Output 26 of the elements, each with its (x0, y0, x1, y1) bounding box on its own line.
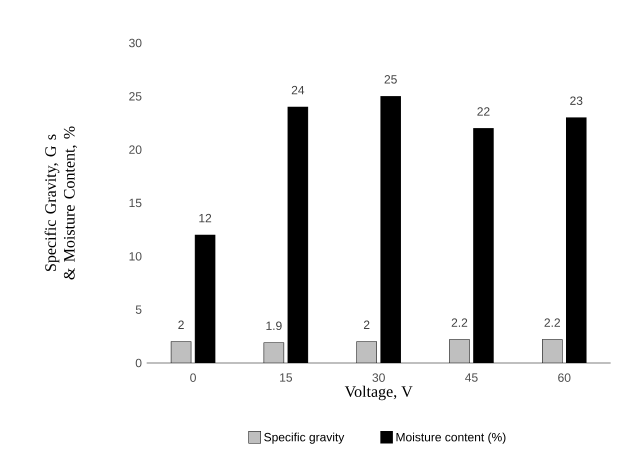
y-tick-label: 10 (130, 252, 142, 261)
y-tick-label: 0 (136, 358, 142, 368)
legend-label: Specific gravity (264, 432, 344, 444)
data-label: 2.2 (452, 318, 468, 327)
y-tick-label: 30 (129, 38, 142, 48)
y-tick-label: 5 (136, 305, 142, 314)
data-label: 25 (384, 75, 397, 84)
x-tick-label: 60 (558, 373, 570, 382)
y-tick-label: 25 (129, 92, 142, 101)
data-label: 23 (570, 96, 582, 105)
data-label: 2 (178, 320, 184, 329)
data-label: 24 (292, 86, 304, 94)
y-tick-label: 15 (130, 198, 142, 208)
data-label: 2.2 (544, 318, 560, 327)
y-tick-label: 20 (129, 145, 142, 154)
data-label: 12 (199, 214, 212, 222)
x-tick-label: 0 (190, 373, 196, 382)
data-label: 22 (477, 107, 490, 116)
x-tick-label: 15 (280, 373, 292, 382)
legend-label: Moisture content (%) (396, 432, 506, 444)
x-tick-label: 45 (465, 373, 478, 382)
x-tick-label: 30 (372, 373, 385, 382)
y-axis-title: Specific Gravity, G s & Moisture Content, % (44, 126, 78, 280)
data-label: 1.9 (266, 322, 282, 330)
x-axis-title: Voltage, V (344, 386, 413, 400)
data-label: 2 (364, 320, 370, 329)
